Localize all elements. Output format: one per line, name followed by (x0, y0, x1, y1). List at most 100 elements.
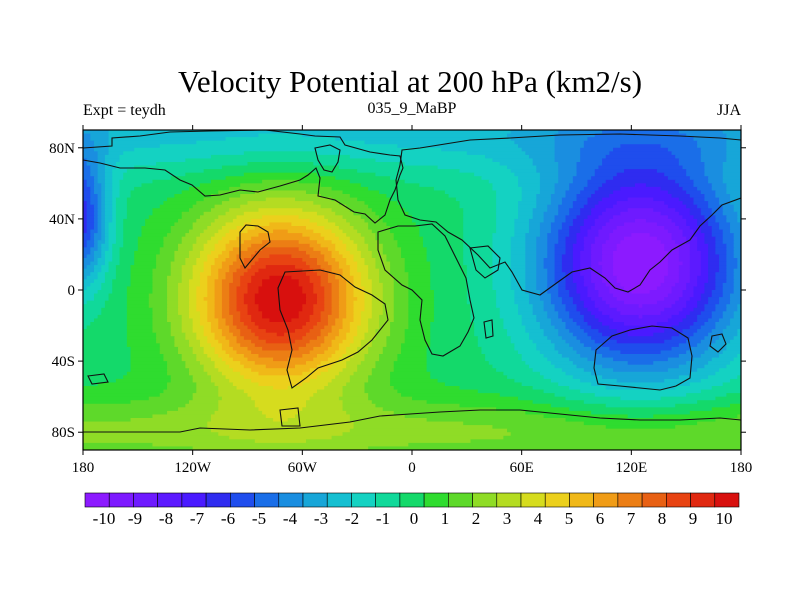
field-cell (232, 382, 260, 387)
field-cell (587, 179, 607, 184)
field-cell (697, 247, 709, 252)
field-cell (349, 357, 366, 362)
field-cell (331, 250, 340, 256)
field-cell (232, 346, 249, 352)
field-cell (225, 137, 336, 142)
field-cell (726, 218, 738, 224)
field-cell (518, 304, 534, 309)
field-cell (316, 297, 325, 302)
field-cell (499, 162, 534, 167)
field-cell (525, 325, 541, 330)
field-cell (305, 322, 318, 327)
field-cell (620, 211, 662, 216)
field-cell (232, 279, 241, 284)
field-cell (86, 183, 95, 188)
field-cell (338, 282, 347, 288)
field-cell (689, 261, 702, 266)
field-cell (327, 275, 336, 280)
field-cell (189, 286, 197, 291)
field-cell (86, 158, 99, 163)
field-cell (492, 275, 512, 280)
field-cell (561, 222, 574, 227)
field-cell (711, 343, 727, 348)
field-cell (360, 279, 373, 284)
field-cell (547, 236, 559, 241)
field-cell (104, 158, 121, 163)
field-cell (558, 229, 570, 234)
field-cell (247, 247, 263, 252)
field-cell (583, 400, 698, 405)
field-cell (678, 279, 691, 284)
field-cell (210, 322, 219, 327)
field-cell (481, 350, 519, 355)
field-cell (518, 208, 534, 213)
colorbar-label: -5 (252, 509, 266, 528)
field-cell (349, 375, 369, 380)
field-cell (346, 307, 355, 312)
field-cell (594, 393, 687, 398)
field-cell (104, 261, 110, 266)
field-cell (433, 304, 472, 309)
field-cell (675, 179, 695, 184)
colorbar-label: 8 (658, 509, 667, 528)
field-cell (130, 282, 154, 288)
field-cell (678, 211, 691, 216)
field-cell (422, 243, 464, 248)
field-cell (616, 275, 665, 280)
field-cell (167, 410, 216, 416)
field-cell (671, 286, 687, 291)
field-cell (591, 194, 610, 199)
field-cell (422, 236, 464, 241)
field-cell (715, 325, 727, 330)
field-cell (189, 186, 230, 192)
field-cell (104, 233, 110, 238)
field-cell (470, 439, 741, 444)
field-cell (525, 282, 537, 288)
field-cell (521, 190, 541, 195)
field-cell (119, 154, 212, 160)
field-cell (528, 300, 545, 305)
field-cell (565, 240, 578, 245)
field-cell (730, 403, 741, 408)
field-cell (737, 304, 741, 309)
field-cell (554, 218, 567, 224)
field-cell (152, 275, 168, 280)
field-cell (656, 300, 676, 305)
field-cell (236, 386, 274, 391)
field-cell (331, 197, 358, 202)
field-cell (393, 290, 409, 295)
field-cell (93, 211, 99, 216)
field-cell (510, 275, 526, 280)
field-cell (83, 354, 132, 359)
field-cell (587, 357, 614, 362)
field-cell (583, 314, 596, 320)
field-cell (700, 268, 709, 273)
field-cell (569, 357, 589, 362)
field-cell (708, 179, 724, 184)
field-cell (251, 236, 311, 241)
field-cell (218, 268, 230, 273)
field-cell (664, 339, 687, 344)
field-cell (587, 290, 600, 295)
field-cell (232, 314, 241, 320)
field-cell (554, 254, 563, 259)
field-cell (159, 343, 175, 348)
field-cell (602, 275, 618, 280)
field-cell (510, 282, 526, 288)
field-cell (587, 215, 600, 220)
field-cell (83, 236, 91, 241)
field-cell (492, 240, 512, 245)
field-cell (305, 361, 322, 366)
field-cell (609, 336, 673, 341)
field-cell (156, 332, 172, 337)
field-cell (346, 297, 358, 302)
field-cell (583, 329, 600, 334)
field-cell (236, 215, 263, 220)
field-cell (83, 311, 102, 316)
field-cell (408, 314, 435, 320)
field-cell (262, 240, 300, 245)
field-cell (539, 222, 552, 227)
field-cell (364, 336, 377, 341)
field-cell (101, 211, 106, 216)
field-cell (320, 194, 351, 199)
